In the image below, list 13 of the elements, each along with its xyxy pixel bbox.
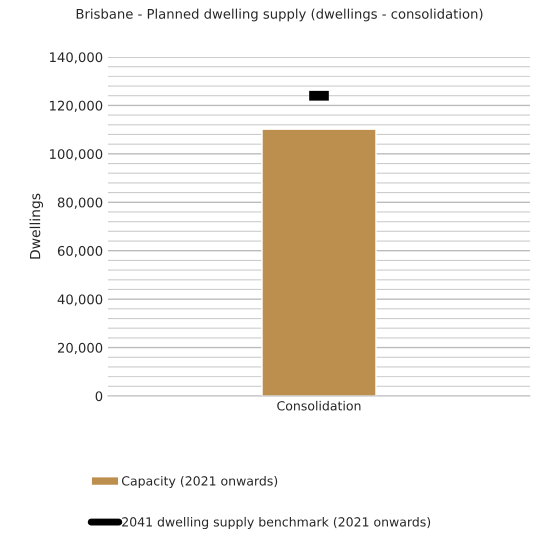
legend-label: 2041 dwelling supply benchmark (2021 onwards) [122, 516, 430, 530]
y-axis-title: Dwellings [30, 194, 44, 259]
legend-label: Capacity (2021 onwards) [122, 476, 278, 488]
x-tick-label: Consolidation [277, 400, 360, 411]
y-tick-label: 120,000 [50, 100, 102, 112]
y-tick-label: 20,000 [58, 342, 102, 354]
y-tick-label: 0 [96, 391, 102, 402]
y-tick-label: 40,000 [58, 294, 102, 306]
y-tick-label: 100,000 [50, 149, 102, 160]
y-tick-label: 80,000 [58, 198, 102, 209]
y-tick-label: 60,000 [58, 246, 102, 258]
chart-title: Brisbane - Planned dwelling supply (dwellings - consolidation) [76, 8, 482, 22]
y-tick-label: 140,000 [50, 52, 102, 64]
